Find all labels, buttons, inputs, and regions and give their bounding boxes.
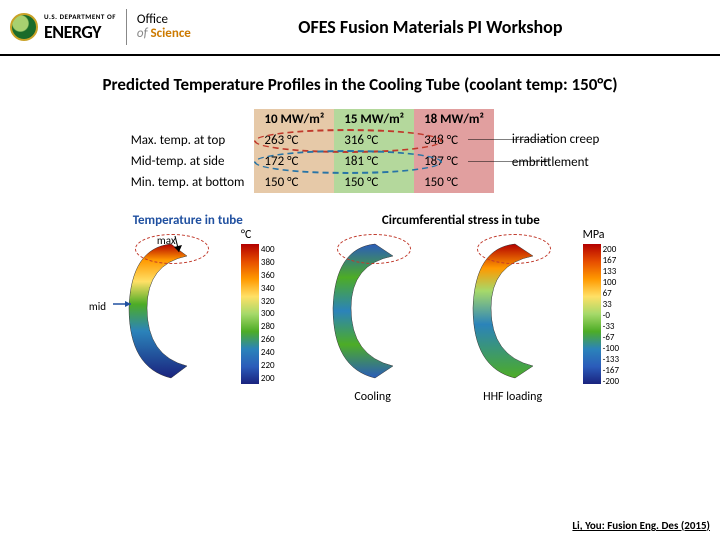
annotation-embrittlement: embrittlement xyxy=(512,151,599,174)
cell: 316 °C xyxy=(334,130,414,151)
table-row: Max. temp. at top 263 °C 316 °C 348 °C xyxy=(121,130,494,151)
cell: 172 °C xyxy=(254,151,334,172)
cell: 150 °C xyxy=(254,172,334,193)
temp-unit: °C xyxy=(241,228,251,242)
science-word: Science xyxy=(151,26,191,41)
row-label: Min. temp. at bottom xyxy=(121,172,255,193)
cell: 348 °C xyxy=(414,130,494,151)
colorbar-tick: 167 xyxy=(603,255,619,266)
header-blank xyxy=(121,109,255,130)
stress-colorbar: MPa 2001671331006733-0-33-67-100-133-167… xyxy=(583,228,619,384)
temp-fig-title: Temperature in tube xyxy=(101,213,275,228)
stress-figure: Circumferential stress in tube xyxy=(303,213,619,404)
arrow-embrittlement-icon xyxy=(468,161,558,162)
doe-logo: U.S. DEPARTMENT OF ENERGY xyxy=(10,12,116,43)
hhf-label: HHF loading xyxy=(443,390,583,404)
stress-colorbar-strip xyxy=(583,244,601,384)
colorbar-tick: 200 xyxy=(603,244,619,255)
doe-seal-icon xyxy=(10,13,38,41)
dept-small: U.S. DEPARTMENT OF xyxy=(44,12,116,21)
colorbar-tick: -0 xyxy=(603,310,619,321)
cell: 263 °C xyxy=(254,130,334,151)
of-word: of xyxy=(137,26,148,41)
workshop-title: OFES Fusion Materials PI Workshop xyxy=(191,16,710,38)
colorbar-tick: -133 xyxy=(603,354,619,365)
citation: Li, You: Fusion Eng. Des (2015) xyxy=(572,519,710,532)
doe-text: U.S. DEPARTMENT OF ENERGY xyxy=(44,12,116,43)
slide-title: Predicted Temperature Profiles in the Co… xyxy=(0,74,720,95)
colorbar-tick: 260 xyxy=(261,334,275,345)
temperature-tube: max mid xyxy=(111,228,231,388)
annotations: irradiation creep embrittlement xyxy=(512,128,599,175)
colorbar-tick: 400 xyxy=(261,244,275,255)
colorbar-tick: 33 xyxy=(603,299,619,310)
temp-colorbar-ticks: 400 380 360 340 320300 280 260 240 220 200 xyxy=(261,244,275,384)
col-15mw: 15 MW/m² xyxy=(334,109,414,130)
temp-colorbar-strip xyxy=(241,244,259,384)
header-divider xyxy=(126,9,127,45)
colorbar-tick: 380 xyxy=(261,257,275,268)
colorbar-tick: -100 xyxy=(603,343,619,354)
temperature-figure: Temperature in tube max mid xyxy=(101,213,275,388)
dept-big: ENERGY xyxy=(44,21,116,43)
colorbar-tick: 320 xyxy=(261,296,275,307)
mid-label: mid xyxy=(89,300,106,313)
temperature-table: 10 MW/m² 15 MW/m² 18 MW/m² Max. temp. at… xyxy=(121,109,494,193)
col-10mw: 10 MW/m² xyxy=(254,109,334,130)
colorbar-tick: 240 xyxy=(261,347,275,358)
colorbar-tick: 220 xyxy=(261,360,275,371)
cell: 150 °C xyxy=(414,172,494,193)
table-row: Min. temp. at bottom 150 °C 150 °C 150 °… xyxy=(121,172,494,193)
office-word: Office xyxy=(137,12,168,27)
stress-fig-title: Circumferential stress in tube xyxy=(303,213,619,228)
office-of-science: Office of Science xyxy=(137,13,191,42)
colorbar-tick: -67 xyxy=(603,332,619,343)
cooling-label: Cooling xyxy=(303,390,443,404)
figures-row: Temperature in tube max mid xyxy=(0,213,720,404)
cell: 181 °C xyxy=(334,151,414,172)
colorbar-tick: 133 xyxy=(603,266,619,277)
row-label: Mid-temp. at side xyxy=(121,151,255,172)
stress-unit: MPa xyxy=(583,228,605,242)
temp-oval xyxy=(135,234,209,264)
stress-colorbar-ticks: 2001671331006733-0-33-67-100-133-167-200 xyxy=(603,244,619,384)
colorbar-tick: -33 xyxy=(603,321,619,332)
temp-colorbar: °C 400 380 360 340 320300 280 260 240 220 200 xyxy=(241,228,275,384)
colorbar-tick: 67 xyxy=(603,288,619,299)
table-row: Mid-temp. at side 172 °C 181 °C 187 °C xyxy=(121,151,494,172)
row-label: Max. temp. at top xyxy=(121,130,255,151)
table-header-row: 10 MW/m² 15 MW/m² 18 MW/m² xyxy=(121,109,494,130)
colorbar-tick: 100 xyxy=(603,277,619,288)
cell: 150 °C xyxy=(334,172,414,193)
hhf-tube: HHF loading xyxy=(443,228,583,404)
colorbar-tick: -167 xyxy=(603,365,619,376)
colorbar-tick: 300 xyxy=(261,308,275,319)
cooling-tube: Cooling xyxy=(303,228,443,404)
cooling-oval xyxy=(337,234,411,264)
colorbar-tick: 340 xyxy=(261,283,275,294)
hhf-oval xyxy=(477,234,551,264)
header-bar: U.S. DEPARTMENT OF ENERGY Office of Scie… xyxy=(0,0,720,56)
temperature-table-area: 10 MW/m² 15 MW/m² 18 MW/m² Max. temp. at… xyxy=(30,109,690,193)
arrow-creep-icon xyxy=(468,139,558,140)
colorbar-tick: 280 xyxy=(261,321,275,332)
colorbar-tick: 200 xyxy=(261,373,275,384)
col-18mw: 18 MW/m² xyxy=(414,109,494,130)
colorbar-tick: -200 xyxy=(603,376,619,387)
colorbar-tick: 360 xyxy=(261,270,275,281)
